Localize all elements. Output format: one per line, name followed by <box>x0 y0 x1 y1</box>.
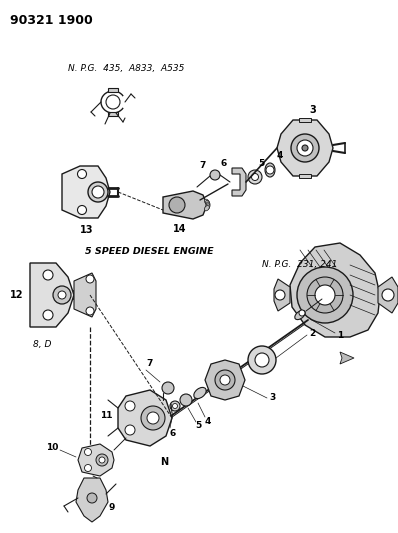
Polygon shape <box>74 273 96 317</box>
Text: 3: 3 <box>310 105 316 115</box>
Text: 4: 4 <box>205 416 211 425</box>
Circle shape <box>248 170 262 184</box>
Circle shape <box>210 170 220 180</box>
Ellipse shape <box>194 387 206 399</box>
Text: 10: 10 <box>46 442 58 451</box>
Circle shape <box>297 140 313 156</box>
Polygon shape <box>378 277 398 313</box>
Circle shape <box>307 277 343 313</box>
Polygon shape <box>274 279 290 311</box>
Text: 90321 1900: 90321 1900 <box>10 14 93 27</box>
Polygon shape <box>108 112 118 116</box>
Text: N: N <box>160 457 168 467</box>
Polygon shape <box>299 174 311 178</box>
Circle shape <box>299 310 305 316</box>
Ellipse shape <box>205 204 210 209</box>
Polygon shape <box>205 360 245 400</box>
Circle shape <box>53 286 71 304</box>
Text: 12: 12 <box>10 290 24 300</box>
Ellipse shape <box>205 200 210 206</box>
Circle shape <box>78 169 86 179</box>
Circle shape <box>78 206 86 214</box>
Circle shape <box>87 493 97 503</box>
Text: 3: 3 <box>270 393 276 402</box>
Text: 6: 6 <box>170 430 176 439</box>
Polygon shape <box>277 120 333 176</box>
Text: 5: 5 <box>258 158 264 167</box>
Circle shape <box>88 182 108 202</box>
Text: N. P.G.  435,  A833,  A535: N. P.G. 435, A833, A535 <box>68 63 184 72</box>
Text: 13: 13 <box>80 225 94 235</box>
Circle shape <box>99 457 105 463</box>
Circle shape <box>125 401 135 411</box>
Ellipse shape <box>295 310 305 320</box>
Text: 5 SPEED DIESEL ENGINE: 5 SPEED DIESEL ENGINE <box>85 247 214 256</box>
Polygon shape <box>163 191 207 219</box>
Text: 6: 6 <box>221 159 227 168</box>
Circle shape <box>297 267 353 323</box>
Text: 1: 1 <box>337 330 343 340</box>
Text: 5: 5 <box>195 422 201 431</box>
Circle shape <box>248 346 276 374</box>
Circle shape <box>172 403 178 408</box>
Circle shape <box>255 353 269 367</box>
Circle shape <box>84 448 92 456</box>
Circle shape <box>302 145 308 151</box>
Circle shape <box>169 197 185 213</box>
Text: 8, D: 8, D <box>33 341 51 350</box>
Text: 7: 7 <box>147 359 153 367</box>
Circle shape <box>43 310 53 320</box>
Circle shape <box>180 394 192 406</box>
Polygon shape <box>108 88 118 92</box>
Circle shape <box>86 275 94 283</box>
Circle shape <box>96 454 108 466</box>
Text: 14: 14 <box>173 224 187 234</box>
Polygon shape <box>78 444 114 476</box>
Polygon shape <box>232 168 246 196</box>
Text: 2: 2 <box>309 328 315 337</box>
Circle shape <box>147 412 159 424</box>
Circle shape <box>162 382 174 394</box>
Circle shape <box>92 186 104 198</box>
Circle shape <box>125 425 135 435</box>
Polygon shape <box>290 243 380 337</box>
Polygon shape <box>76 478 108 522</box>
Circle shape <box>58 291 66 299</box>
Polygon shape <box>62 166 110 218</box>
Circle shape <box>86 307 94 315</box>
Polygon shape <box>299 118 311 122</box>
Circle shape <box>220 375 230 385</box>
Circle shape <box>106 95 120 109</box>
Polygon shape <box>118 390 172 446</box>
Ellipse shape <box>204 199 209 205</box>
Circle shape <box>84 464 92 472</box>
Ellipse shape <box>204 206 209 211</box>
Circle shape <box>141 406 165 430</box>
Text: 9: 9 <box>109 504 115 513</box>
Text: 11: 11 <box>100 411 112 421</box>
Polygon shape <box>30 263 74 327</box>
Circle shape <box>252 174 258 181</box>
Polygon shape <box>340 352 354 364</box>
Circle shape <box>43 270 53 280</box>
Circle shape <box>315 285 335 305</box>
Circle shape <box>382 289 394 301</box>
Text: 4: 4 <box>277 151 283 160</box>
Text: 7: 7 <box>200 160 206 169</box>
Circle shape <box>170 401 180 411</box>
Circle shape <box>215 370 235 390</box>
Ellipse shape <box>265 163 275 177</box>
Circle shape <box>275 290 285 300</box>
Ellipse shape <box>206 202 210 208</box>
Text: N. P.G.  231, 241: N. P.G. 231, 241 <box>262 261 338 270</box>
Circle shape <box>266 166 274 174</box>
Circle shape <box>291 134 319 162</box>
